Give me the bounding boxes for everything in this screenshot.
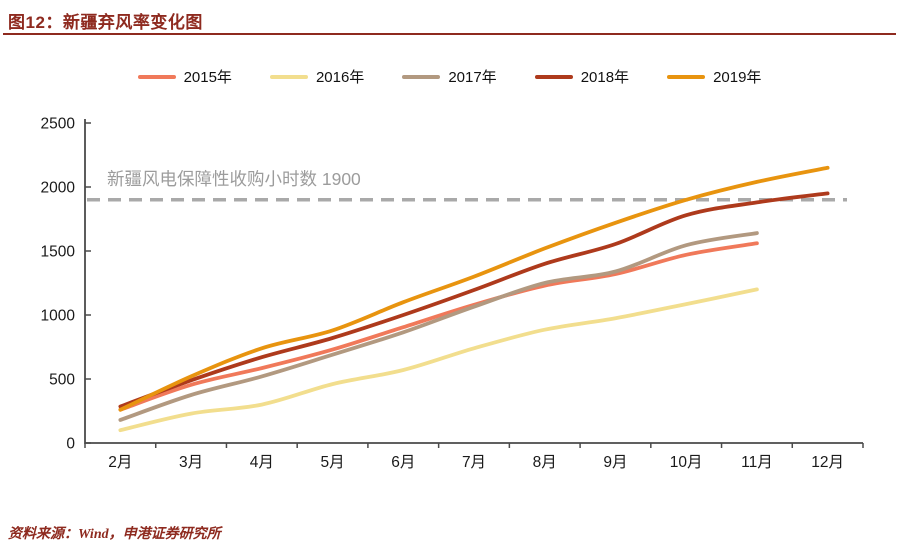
x-tick-label: 8月 [533, 454, 557, 471]
legend-label: 2018年 [580, 69, 630, 86]
x-tick-label: 7月 [462, 454, 486, 471]
legend-label: 2017年 [448, 69, 497, 86]
legend-item-2017年: 2017年 [402, 66, 497, 87]
y-tick-label: 0 [66, 436, 75, 453]
y-tick-label: 2500 [41, 116, 76, 133]
legend: 2015年 2016年 2017年 2018年 2019年 [0, 66, 899, 87]
x-tick-label: 12月 [811, 454, 844, 471]
series-line-2016年 [118, 287, 759, 433]
x-tick-label: 5月 [320, 454, 344, 471]
series-line-2017年 [118, 231, 759, 422]
x-tick-label: 3月 [179, 454, 203, 471]
x-tick-label: 11月 [741, 454, 773, 471]
y-tick-label: 2000 [41, 180, 76, 197]
x-tick-label: 4月 [250, 454, 274, 471]
figure-title: 图12：新疆弃风率变化图 [8, 13, 203, 32]
series-line-2019年 [118, 165, 830, 412]
legend-item-2019年: 2019年 [667, 66, 761, 87]
series-line-2018年 [118, 191, 830, 409]
x-tick-label: 2月 [108, 454, 132, 471]
legend-label: 2019年 [713, 69, 762, 86]
legend-swatch [534, 74, 573, 79]
y-tick-label: 1500 [41, 244, 76, 261]
source-note: 资料来源：Wind，申港证券研究所 [8, 527, 221, 542]
legend-item-2015年: 2015年 [137, 66, 232, 87]
y-tick-label: 500 [49, 372, 75, 389]
y-tick-label: 1000 [41, 308, 76, 325]
legend-swatch [137, 74, 176, 79]
x-tick-label: 6月 [391, 454, 415, 471]
legend-swatch [402, 74, 441, 79]
legend-item-2018年: 2018年 [534, 66, 630, 87]
axes [84, 119, 863, 444]
x-tick-label: 10月 [670, 454, 703, 471]
legend-label: 2016年 [315, 69, 365, 86]
legend-swatch [667, 74, 706, 79]
legend-swatch [269, 74, 308, 79]
reference-line-label: 新疆风电保障性收购小时数 1900 [107, 169, 361, 189]
legend-label: 2015年 [183, 69, 232, 86]
series-line-2015年 [118, 241, 759, 412]
title-divider [3, 33, 896, 35]
x-tick-label: 9月 [603, 454, 627, 471]
legend-item-2016年: 2016年 [269, 66, 365, 87]
